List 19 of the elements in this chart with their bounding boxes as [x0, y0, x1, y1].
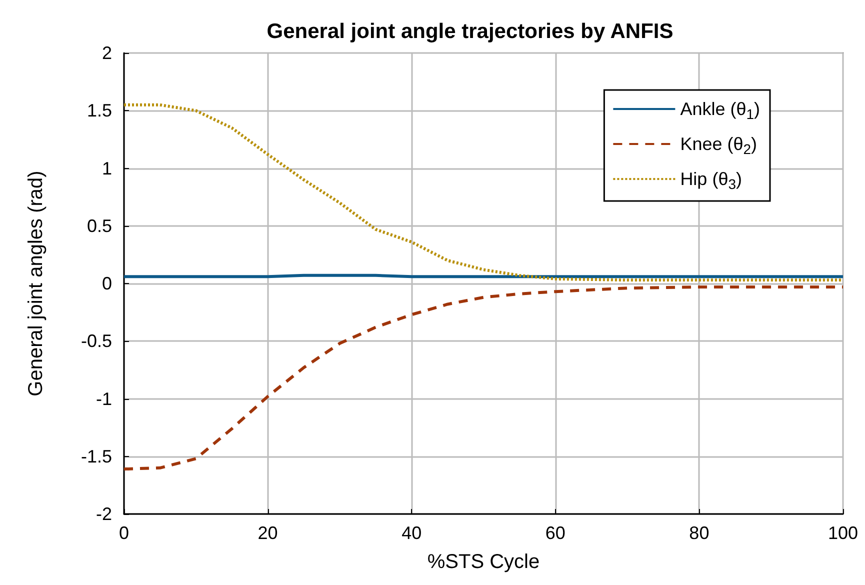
x-tick-label: 20 — [258, 523, 278, 543]
y-tick-label: 1 — [102, 158, 112, 178]
y-axis-title: General joint angles (rad) — [25, 170, 47, 396]
y-tick-label: -1.5 — [80, 446, 112, 466]
y-tick-label: 0 — [102, 274, 112, 294]
x-tick-label: 100 — [828, 523, 858, 543]
chart-title: General joint angle trajectories by ANFIS — [266, 20, 674, 43]
x-tick-label: 80 — [689, 523, 710, 543]
y-tick-label: -0.5 — [80, 331, 112, 352]
x-tick-label: 0 — [118, 523, 130, 543]
y-tick-label: -1 — [96, 388, 112, 409]
y-tick-label: 2 — [102, 43, 112, 63]
x-tick-label: 40 — [402, 523, 422, 543]
y-tick-label: 0.5 — [86, 216, 112, 236]
y-tick-label: 1.5 — [86, 100, 112, 121]
y-tick-label: -2 — [96, 504, 112, 524]
x-axis-title: %STS Cycle — [427, 551, 540, 573]
x-tick-label: 60 — [545, 523, 566, 543]
line-series — [122, 285, 844, 471]
